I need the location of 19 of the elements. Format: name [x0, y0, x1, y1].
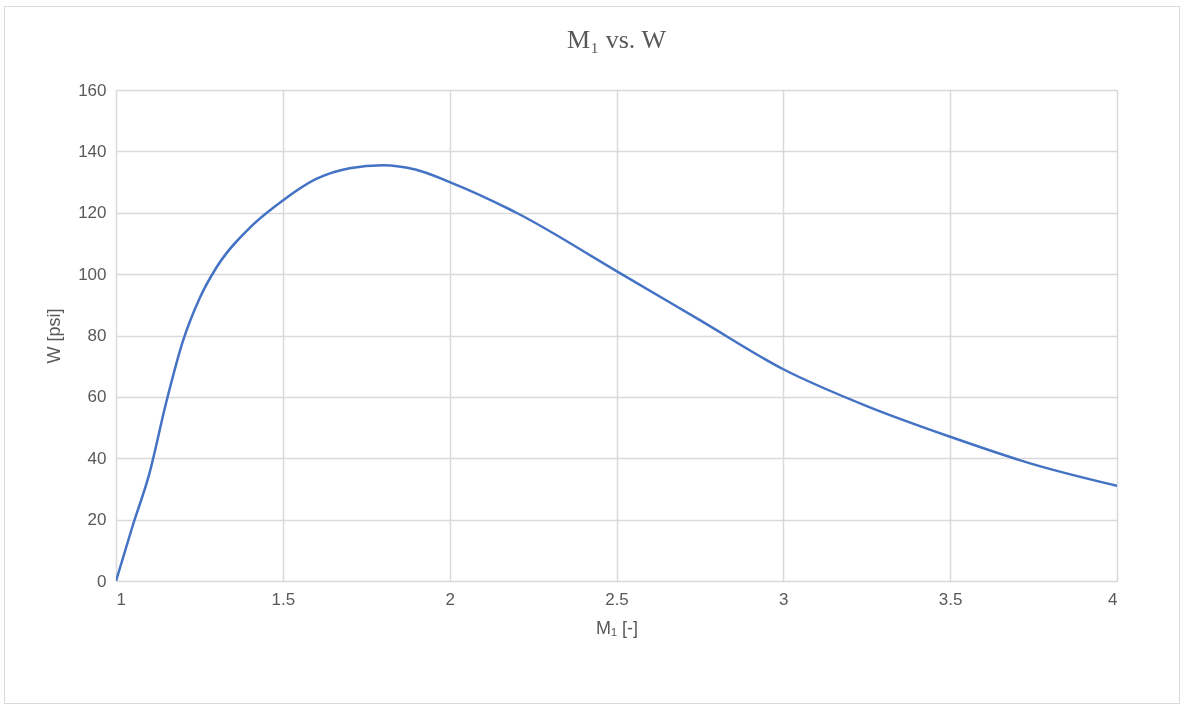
x-tick-label: 2 — [445, 589, 455, 609]
x-tick-label: 3.5 — [938, 589, 963, 609]
x-tick-label: 2.5 — [605, 589, 629, 609]
x-tick-label: 1 — [116, 589, 126, 609]
y-tick-label: 100 — [78, 264, 107, 284]
y-tick-label: 0 — [97, 571, 107, 591]
y-tick-label: 140 — [78, 141, 107, 161]
y-tick-label: 60 — [87, 387, 107, 407]
chart-title: M₁ vs. W — [567, 25, 667, 54]
x-tick-label: 4 — [1108, 589, 1118, 609]
y-tick-label: 20 — [87, 510, 107, 530]
x-axis-title: M₁ [-] — [595, 617, 639, 638]
y-axis-title: W [psi] — [44, 308, 65, 364]
y-tick-label: 120 — [78, 203, 107, 223]
x-tick-label: 3 — [779, 589, 789, 609]
y-tick-label: 80 — [87, 326, 107, 345]
y-tick-label: 160 — [78, 80, 107, 100]
x-tick-label: 1.5 — [271, 589, 296, 609]
y-tick-label: 40 — [87, 448, 107, 468]
